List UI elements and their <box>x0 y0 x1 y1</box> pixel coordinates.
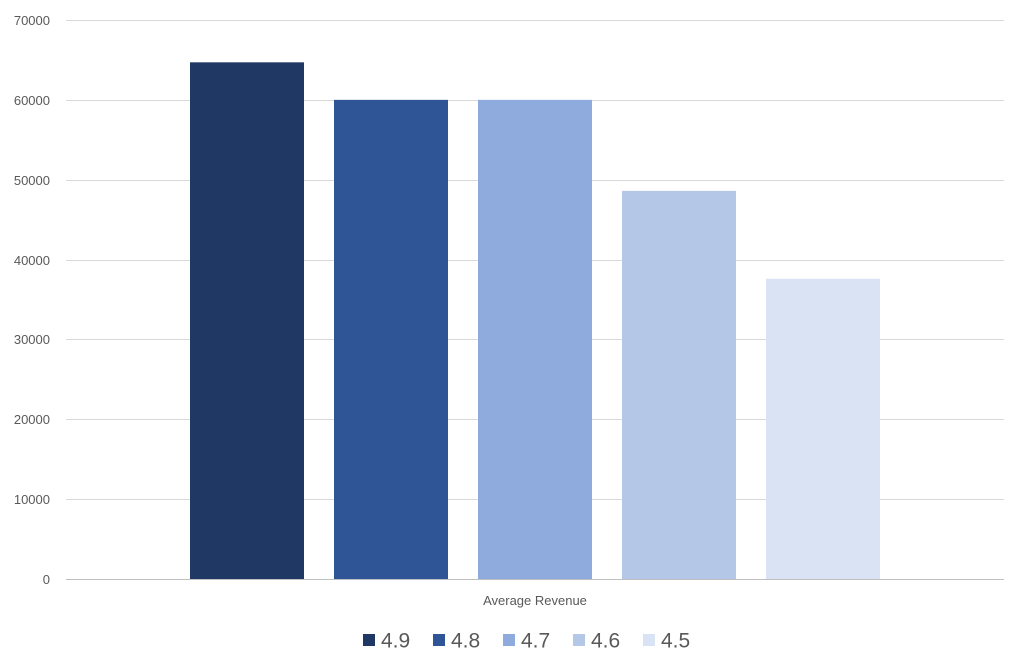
bar-4-5 <box>766 278 880 579</box>
y-tick-label: 70000 <box>14 13 50 28</box>
bar-4-8 <box>334 99 448 579</box>
bar-4-7 <box>478 99 592 579</box>
legend-swatch <box>363 634 375 646</box>
y-tick-label: 10000 <box>14 492 50 507</box>
y-tick-label: 60000 <box>14 93 50 108</box>
legend-swatch <box>573 634 585 646</box>
legend-label: 4.5 <box>661 630 690 653</box>
legend-swatch <box>503 634 515 646</box>
y-axis-ticks: 0 10000 20000 30000 40000 50000 60000 70000 <box>14 13 50 587</box>
bar-4-6 <box>622 190 736 579</box>
legend-swatch <box>643 634 655 646</box>
y-tick-label: 30000 <box>14 332 50 347</box>
legend-swatch <box>433 634 445 646</box>
y-tick-label: 40000 <box>14 253 50 268</box>
y-tick-label: 50000 <box>14 173 50 188</box>
legend-label: 4.8 <box>451 630 480 653</box>
y-tick-label: 0 <box>43 572 50 587</box>
bars <box>190 62 880 580</box>
bar-4-9 <box>190 62 304 580</box>
legend-label: 4.7 <box>521 630 550 653</box>
legend: 4.9 4.8 4.7 4.6 4.5 <box>363 630 690 653</box>
y-tick-label: 20000 <box>14 412 50 427</box>
legend-label: 4.6 <box>591 630 620 653</box>
legend-label: 4.9 <box>381 630 410 653</box>
x-axis-label: Average Revenue <box>483 593 587 608</box>
